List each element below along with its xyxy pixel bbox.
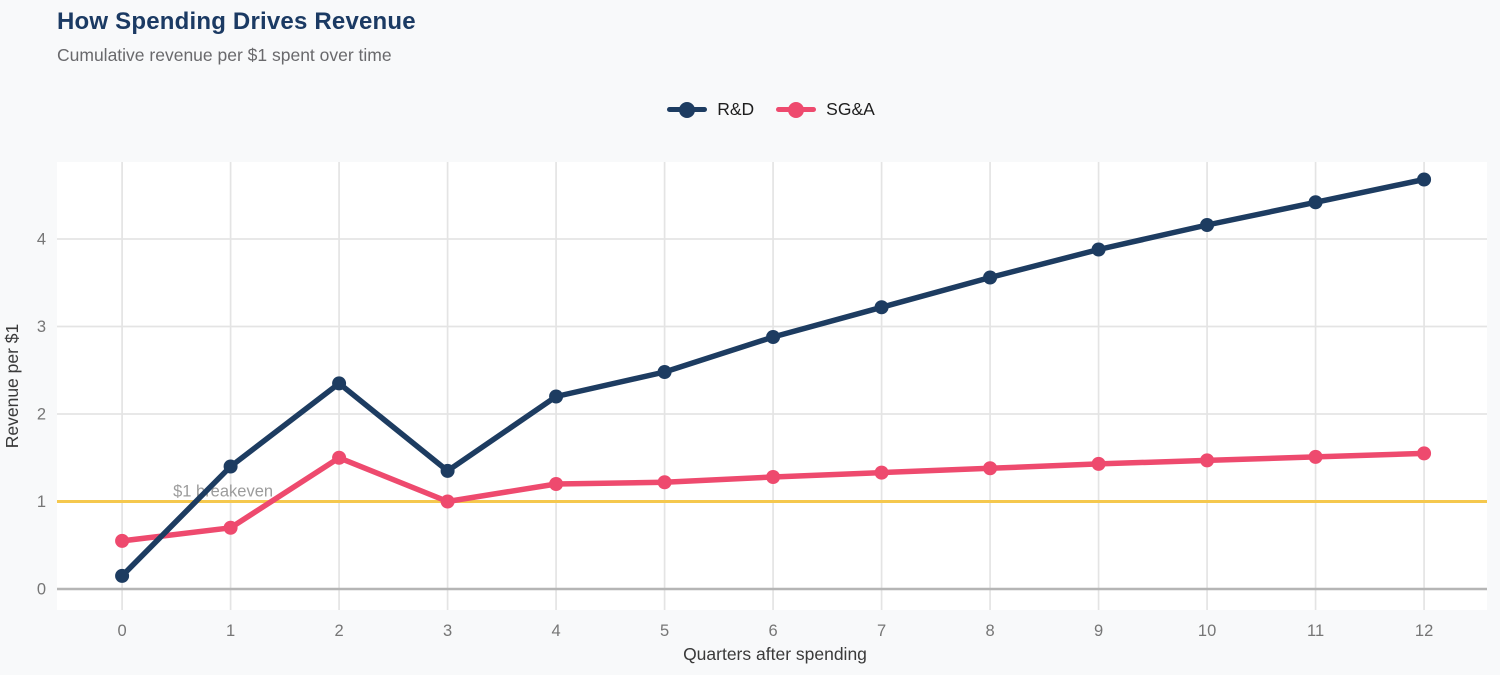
r-d-point-3	[440, 463, 455, 478]
chart-header: How Spending Drives Revenue Cumulative r…	[57, 8, 416, 66]
rd-line-marker-icon	[667, 101, 708, 119]
legend-item-sga: SG&A	[776, 99, 875, 120]
chart-title: How Spending Drives Revenue	[57, 8, 416, 35]
sg-a-point-11	[1308, 449, 1323, 464]
breakeven-annotation: $1 breakeven	[173, 483, 273, 501]
plot-area	[57, 162, 1487, 610]
x-tick-label: 8	[985, 622, 994, 640]
sga-dot-swatch	[788, 101, 805, 118]
sg-a-point-3	[440, 494, 455, 509]
sg-a-point-9	[1091, 456, 1106, 471]
r-d-point-9	[1091, 242, 1106, 257]
r-d-point-4	[549, 389, 564, 404]
sg-a-point-6	[766, 470, 781, 484]
sga-line-marker-icon	[776, 101, 817, 119]
sg-a-point-7	[874, 465, 889, 480]
r-d-point-7	[874, 300, 889, 315]
x-tick-label: 7	[877, 622, 886, 640]
x-tick-label: 9	[1094, 622, 1103, 640]
x-axis-title: Quarters after spending	[683, 644, 867, 664]
chart-subtitle: Cumulative revenue per $1 spent over tim…	[57, 45, 392, 65]
sg-a-point-5	[657, 475, 672, 490]
x-tick-label: 10	[1198, 622, 1216, 640]
legend-item-rd: R&D	[667, 99, 754, 120]
sg-a-point-1	[223, 520, 238, 535]
x-tick-label: 4	[551, 622, 560, 640]
r-d-point-0	[115, 568, 130, 583]
r-d-point-8	[983, 270, 998, 285]
r-d-point-12	[1417, 172, 1432, 187]
x-tick-label: 12	[1415, 622, 1433, 640]
y-tick-label: 4	[37, 231, 46, 249]
r-d-point-6	[766, 330, 781, 344]
r-d-point-11	[1308, 195, 1323, 210]
x-tick-label: 11	[1307, 622, 1324, 640]
y-tick-label: 2	[37, 406, 46, 424]
x-tick-label: 3	[443, 622, 452, 640]
x-tick-label: 6	[768, 622, 777, 640]
x-tick-label: 2	[335, 622, 344, 640]
sg-a-point-8	[983, 461, 998, 476]
sg-a-point-2	[332, 450, 347, 465]
r-d-point-10	[1200, 218, 1215, 232]
r-d-point-1	[223, 459, 238, 474]
x-tick-label: 0	[118, 622, 127, 640]
legend-label-rd: R&D	[717, 99, 755, 119]
sg-a-point-10	[1200, 453, 1215, 468]
y-tick-label: 3	[37, 318, 46, 336]
legend-label-sga: SG&A	[826, 99, 875, 119]
r-d-point-5	[657, 365, 672, 379]
sg-a-point-0	[115, 533, 130, 548]
y-tick-label: 0	[37, 581, 46, 599]
sg-a-point-4	[549, 477, 564, 491]
sg-a-point-12	[1417, 446, 1432, 461]
x-tick-label: 1	[226, 622, 235, 640]
x-tick-label: 5	[660, 622, 669, 640]
rd-dot-swatch	[679, 101, 696, 118]
r-d-point-2	[332, 376, 347, 391]
y-tick-label: 1	[37, 493, 46, 511]
legend: R&D SG&A	[21, 99, 1500, 120]
y-axis-title: Revenue per $1	[2, 324, 22, 449]
